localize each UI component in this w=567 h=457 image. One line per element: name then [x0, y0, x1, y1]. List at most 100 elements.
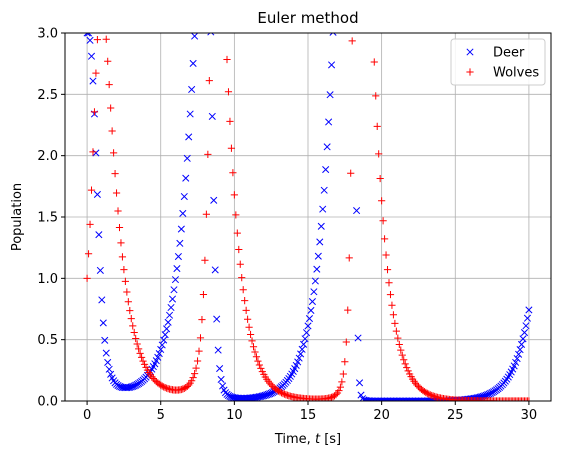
legend-marker-deer — [466, 48, 474, 56]
wolves-point — [423, 389, 431, 397]
wolves-point — [157, 381, 165, 389]
wolves-point — [148, 373, 156, 381]
deer-point — [311, 277, 319, 285]
wolves-point — [274, 387, 283, 395]
x-axis-ticks: 0 5 10 15 20 25 30 — [83, 401, 537, 423]
wolves-point — [398, 351, 406, 359]
deer-point — [210, 196, 218, 204]
wolves-point — [140, 360, 149, 368]
deer-point — [308, 297, 316, 306]
deer-point — [191, 33, 199, 40]
wolves-point — [401, 360, 409, 368]
wolves-point — [282, 391, 290, 399]
deer-point — [302, 329, 311, 337]
deer-point — [170, 286, 178, 294]
wolves-point — [105, 80, 113, 89]
wolves-point — [189, 374, 197, 382]
deer-point — [516, 346, 524, 354]
wolves-point — [110, 149, 118, 157]
wolves-point — [422, 388, 430, 397]
wolves-point — [158, 382, 166, 390]
wolves-point — [255, 361, 263, 369]
deer-point — [89, 77, 97, 85]
deer-point — [297, 350, 305, 358]
y-tick-label: 1.0 — [37, 272, 58, 287]
wolves-point — [241, 296, 249, 305]
deer-point — [319, 205, 327, 213]
wolves-point — [201, 256, 209, 264]
wolves-point — [238, 274, 246, 282]
deer-point — [320, 186, 328, 194]
deer-point — [188, 85, 196, 94]
wolves-point — [246, 330, 255, 339]
wolves-point — [264, 377, 272, 385]
deer-point — [83, 33, 91, 37]
deer-point — [211, 266, 219, 274]
wolves-point — [413, 381, 421, 389]
wolves-point — [280, 390, 289, 398]
wolves-point — [386, 290, 395, 299]
wolves-point — [233, 229, 241, 237]
wolves-point — [388, 301, 396, 309]
wolves-point — [327, 393, 336, 401]
wolves-point — [339, 370, 347, 378]
deer-point — [164, 318, 172, 326]
wolves-point — [120, 266, 128, 274]
x-axis-label-prefix: Time, — [274, 432, 315, 447]
wolves-point — [111, 170, 119, 178]
wolves-point — [372, 92, 380, 100]
wolves-point — [404, 367, 412, 375]
wolves-point — [104, 57, 112, 65]
deer-point — [99, 319, 107, 327]
wolves-point — [92, 69, 100, 77]
deer-point — [182, 174, 190, 182]
deer-point — [523, 314, 531, 322]
deer-point — [216, 365, 224, 373]
wolves-point — [245, 323, 253, 331]
wolves-point — [248, 337, 256, 345]
wolves-point — [429, 392, 437, 400]
wolves-point — [242, 306, 250, 315]
deer-point — [104, 358, 112, 366]
wolves-point — [391, 319, 399, 328]
deer-point — [168, 295, 177, 303]
wolves-point — [117, 239, 125, 247]
deer-point — [360, 396, 368, 401]
y-tick-label: 0.5 — [37, 333, 58, 348]
wolves-point — [411, 379, 420, 387]
wolves-point — [342, 338, 350, 346]
wolves-point — [227, 144, 236, 152]
wolves-point — [428, 391, 436, 400]
wolves-point — [375, 150, 383, 158]
deer-point — [316, 238, 324, 246]
deer-point — [208, 112, 216, 120]
wolves-point — [236, 260, 244, 268]
deer-point — [183, 154, 191, 162]
deer-point — [177, 225, 185, 233]
wolves-point — [382, 251, 390, 259]
wolves-point — [84, 250, 93, 258]
wolves-point — [130, 328, 138, 337]
deer-point — [160, 336, 168, 344]
wolves-point — [336, 383, 344, 391]
wolves-point — [249, 343, 258, 351]
wolves-point — [114, 207, 122, 215]
deer-point — [92, 149, 100, 157]
wolves-point — [380, 235, 389, 243]
deer-point — [317, 222, 325, 230]
wolves-point — [108, 127, 116, 135]
wolves-point — [132, 334, 140, 343]
wolves-point — [345, 254, 353, 262]
legend-label: Deer — [493, 46, 525, 61]
deer-point — [326, 91, 334, 99]
wolves-point — [136, 349, 144, 357]
deer-point — [207, 33, 215, 36]
wolves-point — [257, 364, 265, 373]
x-tick-label: 30 — [521, 408, 538, 423]
deer-point — [520, 329, 529, 337]
grid — [65, 32, 551, 402]
deer-point — [154, 353, 162, 361]
deer-point — [301, 335, 309, 343]
wolves-point — [196, 334, 205, 342]
